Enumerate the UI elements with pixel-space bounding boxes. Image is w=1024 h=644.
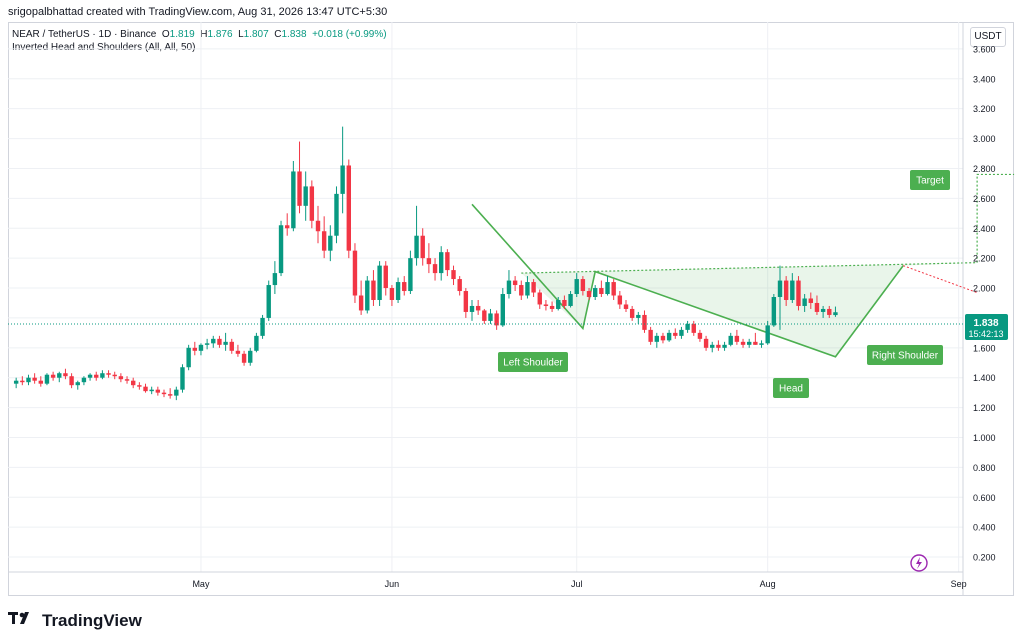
legend-symbol[interactable]: NEAR / TetherUS · 1D · Binance [12,29,157,40]
legend-close-value: 1.838 [281,29,307,40]
legend-open-value: 1.819 [169,29,195,40]
chart-credit: srigopalbhattad created with TradingView… [8,6,388,18]
chart-frame [8,22,1014,596]
legend-high-value: 1.876 [207,29,233,40]
legend-high-label: H [200,29,208,40]
tradingview-logo-icon [8,610,36,631]
footer-logo[interactable]: TradingView [8,610,142,631]
legend-close-label: C [274,29,282,40]
legend-change: +0.018 (+0.99%) [312,29,387,40]
footer-brand: TradingView [42,610,142,630]
legend-low-label: L [238,29,244,40]
legend-indicator[interactable]: Inverted Head and Shoulders (All, All, 5… [12,42,196,53]
currency-unit-button[interactable]: USDT [970,27,1006,47]
chart-legend: NEAR / TetherUS · 1D · Binance O1.819 H1… [12,28,387,54]
legend-symbol-row: NEAR / TetherUS · 1D · Binance O1.819 H1… [12,28,387,41]
legend-low-value: 1.807 [243,29,269,40]
legend-open-label: O [161,29,170,40]
